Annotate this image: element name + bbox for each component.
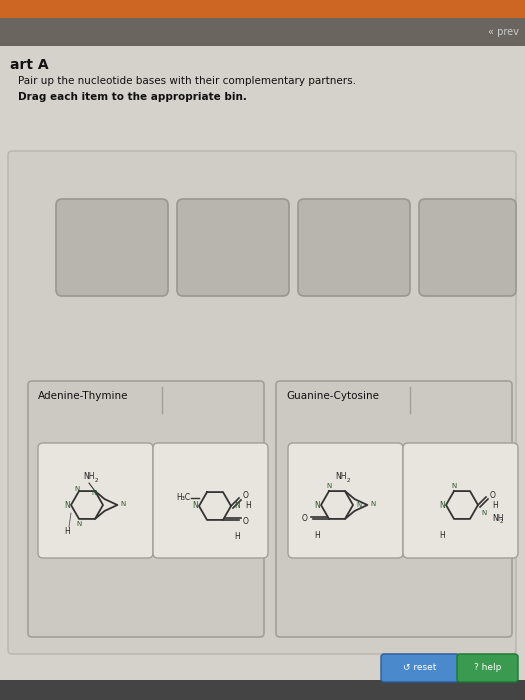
FancyBboxPatch shape	[298, 199, 410, 296]
Text: N: N	[234, 501, 240, 510]
Text: Guanine-Cytosine: Guanine-Cytosine	[286, 391, 379, 401]
Text: N: N	[356, 502, 361, 508]
Text: NH: NH	[83, 472, 94, 481]
Text: NH: NH	[335, 472, 347, 481]
Text: H: H	[492, 500, 498, 510]
Text: N: N	[192, 501, 198, 510]
Text: N: N	[327, 483, 332, 489]
Bar	[0, 18, 525, 46]
FancyBboxPatch shape	[28, 381, 264, 637]
Text: H₃C: H₃C	[176, 494, 190, 503]
Text: N: N	[371, 501, 376, 507]
Text: N: N	[92, 490, 97, 496]
Text: Pair up the nucleotide bases with their complementary partners.: Pair up the nucleotide bases with their …	[18, 76, 356, 86]
Text: O: O	[301, 514, 307, 524]
FancyBboxPatch shape	[288, 443, 403, 558]
Text: N: N	[64, 500, 70, 510]
Text: NH: NH	[492, 514, 503, 524]
FancyBboxPatch shape	[153, 443, 268, 558]
FancyBboxPatch shape	[276, 381, 512, 637]
Text: N: N	[439, 500, 445, 510]
FancyBboxPatch shape	[457, 654, 518, 682]
Text: H: H	[245, 501, 251, 510]
FancyBboxPatch shape	[56, 199, 168, 296]
FancyBboxPatch shape	[177, 199, 289, 296]
Text: H: H	[234, 532, 240, 541]
Text: H: H	[314, 531, 320, 540]
Text: N: N	[452, 483, 457, 489]
Text: Adenine-Thymine: Adenine-Thymine	[38, 391, 129, 401]
Text: O: O	[243, 491, 249, 500]
Text: 2: 2	[500, 519, 503, 524]
Bar	[0, 680, 525, 700]
Text: Drag each item to the appropriate bin.: Drag each item to the appropriate bin.	[18, 92, 247, 102]
Text: 2: 2	[94, 478, 98, 483]
Text: « prev: « prev	[488, 27, 519, 37]
FancyBboxPatch shape	[38, 443, 153, 558]
Text: H: H	[439, 531, 445, 540]
Text: 2: 2	[346, 478, 350, 483]
Text: N: N	[120, 501, 125, 507]
FancyBboxPatch shape	[381, 654, 459, 682]
Text: N: N	[76, 521, 81, 527]
FancyBboxPatch shape	[419, 199, 516, 296]
Text: N: N	[314, 500, 320, 510]
FancyBboxPatch shape	[403, 443, 518, 558]
Text: art A: art A	[10, 58, 49, 72]
Bar	[0, 0, 525, 18]
Text: ? help: ? help	[474, 664, 501, 673]
Text: O: O	[490, 491, 496, 500]
Text: N: N	[481, 510, 486, 516]
Text: H: H	[64, 527, 70, 536]
FancyBboxPatch shape	[8, 151, 516, 654]
Text: ↺ reset: ↺ reset	[403, 664, 437, 673]
Text: N: N	[75, 486, 80, 492]
Text: O: O	[243, 517, 249, 526]
